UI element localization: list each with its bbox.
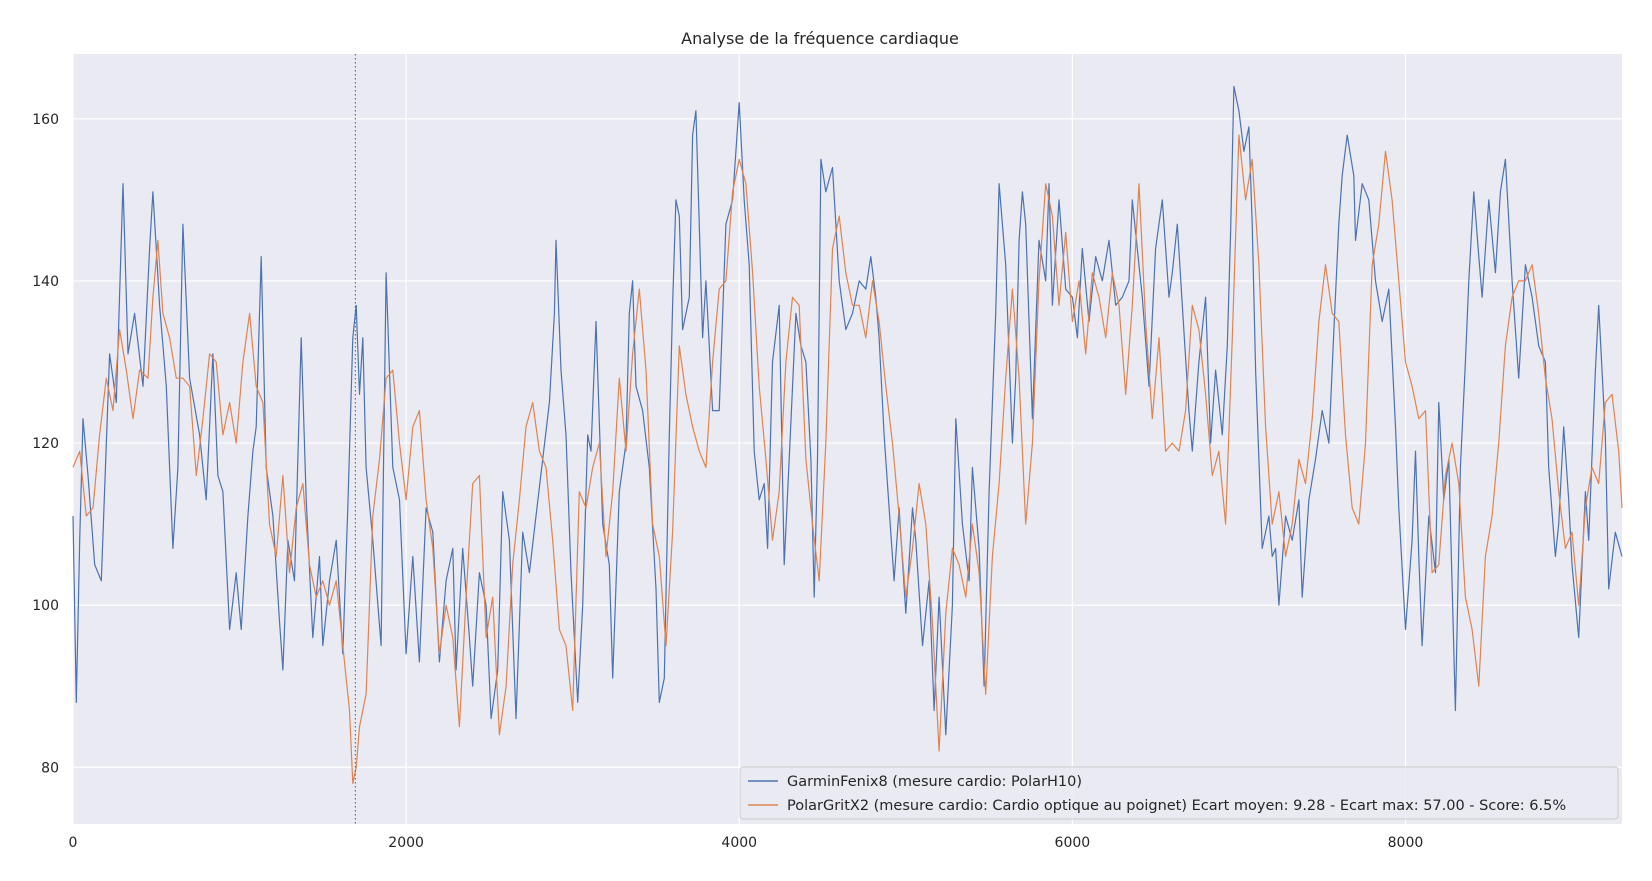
y-tick-label: 100 <box>32 598 59 614</box>
series-line-1 <box>72 134 1623 785</box>
legend-box <box>739 766 1619 820</box>
y-tick-label: 80 <box>41 760 59 776</box>
y-tick-label: 120 <box>32 436 59 452</box>
legend-label-garmin: GarminFenix8 (mesure cardio: PolarH10) <box>787 774 1082 790</box>
x-tick-label: 6000 <box>1055 835 1091 851</box>
x-tick-label: 2000 <box>388 835 424 851</box>
chart-title: Analyse de la fréquence cardiaque <box>681 29 959 48</box>
x-axis-ticks: 0 2000 4000 6000 8000 <box>69 835 1424 851</box>
x-tick-label: 0 <box>69 835 78 851</box>
y-tick-label: 160 <box>32 112 59 128</box>
series-line-0 <box>72 85 1623 736</box>
x-tick-label: 4000 <box>721 835 757 851</box>
plot-area <box>73 54 1622 824</box>
series-lines <box>72 85 1623 785</box>
y-axis-ticks: 80 100 120 140 160 <box>32 112 59 776</box>
legend-label-polar: PolarGritX2 (mesure cardio: Cardio optiq… <box>787 798 1566 814</box>
y-tick-label: 140 <box>32 274 59 290</box>
legend: GarminFenix8 (mesure cardio: PolarH10) P… <box>739 766 1619 820</box>
x-tick-label: 8000 <box>1388 835 1424 851</box>
